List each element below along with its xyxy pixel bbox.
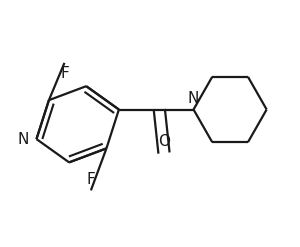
Text: N: N	[17, 132, 29, 146]
Text: N: N	[188, 91, 199, 106]
Text: F: F	[86, 172, 95, 187]
Text: F: F	[60, 66, 69, 81]
Text: O: O	[158, 134, 170, 149]
